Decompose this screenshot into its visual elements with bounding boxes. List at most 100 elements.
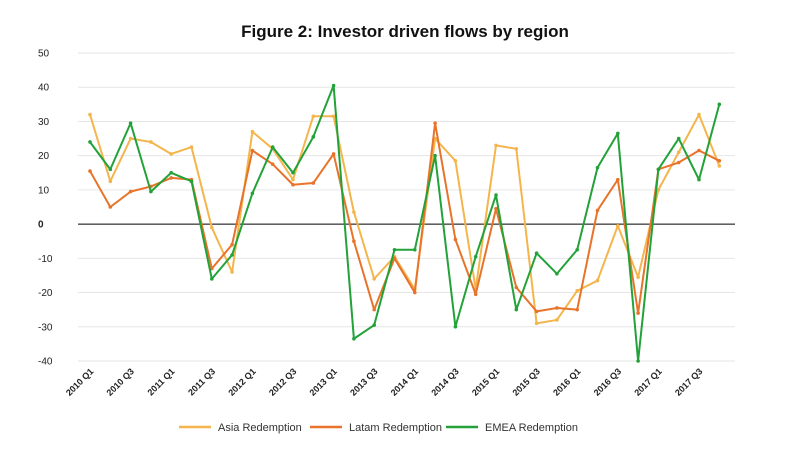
data-point — [169, 176, 173, 180]
y-tick-label: 40 — [38, 83, 50, 94]
data-point — [717, 102, 722, 107]
legend-item: Latam Redemption — [310, 422, 442, 434]
data-point — [656, 188, 661, 192]
data-point — [514, 285, 519, 290]
x-tick-label: 2016 Q3 — [592, 366, 623, 397]
data-point — [352, 239, 356, 244]
data-point — [270, 145, 275, 149]
y-tick-label: -30 — [38, 322, 53, 333]
data-point — [392, 256, 397, 261]
data-point — [108, 179, 113, 184]
data-point — [210, 277, 214, 281]
data-point — [88, 140, 92, 144]
data-point — [433, 121, 437, 125]
data-point — [149, 140, 153, 144]
x-tick-label: 2013 Q3 — [348, 366, 379, 397]
x-axis-ticks: 2010 Q1 2010 Q3 2011 Q1 2011 Q3 2012 Q1 2012 … — [64, 366, 704, 397]
data-point — [595, 208, 600, 213]
data-point — [372, 277, 377, 281]
data-point — [291, 182, 295, 187]
legend-item: EMEA Redemption — [446, 422, 578, 434]
data-point — [372, 323, 377, 327]
data-point — [88, 112, 92, 117]
data-point — [575, 247, 579, 252]
x-tick-label: 2017 Q1 — [632, 366, 663, 397]
data-point — [311, 181, 316, 185]
data-point — [616, 224, 620, 228]
data-point — [697, 112, 701, 117]
series-emea-redemption — [88, 83, 722, 363]
data-point — [250, 191, 255, 196]
x-tick-label: 2013 Q1 — [308, 366, 339, 397]
data-point — [494, 143, 498, 148]
data-point — [230, 253, 234, 257]
data-point — [636, 359, 640, 363]
legend-label: Latam Redemption — [349, 422, 442, 434]
data-point — [291, 177, 295, 182]
series-line — [89, 84, 721, 362]
x-tick-label: 2014 Q3 — [429, 366, 460, 397]
grid-lines — [78, 52, 735, 362]
data-point — [372, 307, 377, 312]
data-point — [210, 266, 214, 271]
data-point — [697, 148, 701, 153]
data-point — [676, 150, 681, 155]
data-point — [88, 169, 92, 173]
data-point — [636, 311, 640, 315]
data-point — [169, 152, 173, 156]
data-point — [494, 206, 498, 211]
chart-title: Figure 2: Investor driven flows by regio… — [241, 22, 569, 41]
data-point — [473, 254, 478, 259]
data-point — [352, 210, 356, 214]
data-point — [555, 318, 559, 322]
data-point — [453, 324, 458, 329]
data-point — [352, 336, 356, 341]
data-point — [595, 278, 600, 283]
y-axis-ticks: 50 40 30 20 10 0 -10 -20 -30 -40 — [38, 49, 53, 368]
legend-item: Asia Redemption — [179, 422, 302, 434]
data-point — [250, 129, 255, 134]
data-point — [311, 135, 316, 139]
data-point — [534, 309, 539, 314]
data-point — [270, 162, 275, 167]
series-lines — [88, 83, 722, 363]
data-point — [189, 145, 194, 149]
data-point — [128, 136, 133, 141]
data-point — [189, 179, 194, 184]
x-tick-label: 2014 Q1 — [389, 366, 420, 397]
data-point — [555, 306, 559, 310]
data-point — [555, 271, 559, 276]
x-tick-label: 2015 Q1 — [470, 366, 501, 397]
data-point — [128, 121, 133, 125]
data-point — [128, 189, 133, 194]
legend-label: Asia Redemption — [218, 422, 302, 434]
data-point — [311, 114, 316, 119]
data-point — [575, 307, 579, 312]
data-point — [453, 237, 458, 242]
series-line — [89, 113, 721, 325]
x-tick-label: 2012 Q3 — [267, 366, 298, 397]
y-tick-label: -20 — [38, 288, 53, 299]
data-point — [494, 193, 498, 197]
data-point — [108, 205, 113, 209]
data-point — [616, 177, 620, 182]
data-point — [413, 290, 417, 295]
data-point — [331, 152, 336, 156]
x-tick-label: 2017 Q3 — [673, 366, 704, 397]
data-point — [291, 170, 295, 175]
x-tick-label: 2011 Q3 — [186, 366, 217, 397]
data-point — [230, 242, 234, 247]
data-point — [413, 247, 417, 252]
data-point — [392, 247, 397, 252]
data-point — [616, 131, 620, 136]
data-point — [534, 251, 539, 255]
x-tick-label: 2010 Q1 — [64, 366, 95, 397]
y-tick-label: -40 — [38, 357, 53, 368]
data-point — [331, 114, 336, 119]
y-tick-label: 0 — [38, 220, 44, 231]
data-point — [575, 289, 579, 293]
data-point — [453, 159, 458, 163]
legend: Asia Redemption Latam Redemption EMEA Rede… — [179, 422, 578, 434]
